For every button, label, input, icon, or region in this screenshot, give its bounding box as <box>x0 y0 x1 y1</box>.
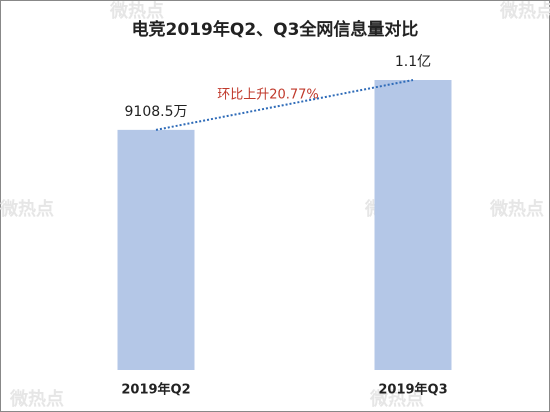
bar <box>117 129 195 370</box>
watermark: 微热点 <box>109 0 164 22</box>
watermark: 微热点 <box>0 198 54 220</box>
watermark: 微热点 <box>499 0 550 22</box>
watermark: 微热点 <box>9 388 64 410</box>
value-label: 1.1亿 <box>395 54 431 70</box>
watermark: 微热点 <box>369 388 424 410</box>
value-label: 9108.5万 <box>125 104 188 120</box>
x-tick-label: 2019年Q2 <box>121 382 190 398</box>
chart-title: 电竞2019年Q2、Q3全网信息量对比 <box>132 19 419 40</box>
watermark: 微热点 <box>489 198 544 220</box>
annotation: 环比上升20.77% <box>217 88 319 103</box>
bar <box>374 80 452 370</box>
x-tick-label: 2019年Q3 <box>378 382 447 398</box>
